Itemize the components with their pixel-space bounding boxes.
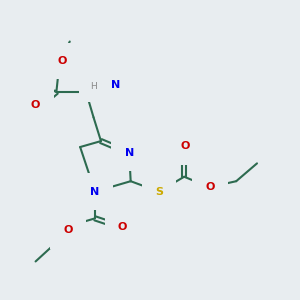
Text: O: O [58, 56, 67, 66]
Text: H: H [90, 82, 97, 91]
Text: O: O [181, 141, 190, 152]
Text: O: O [118, 222, 127, 232]
Text: O: O [64, 225, 73, 235]
Text: O: O [31, 100, 40, 110]
Text: O: O [206, 182, 215, 192]
Text: N: N [124, 148, 134, 158]
Text: S: S [155, 187, 163, 196]
Text: N: N [111, 80, 120, 90]
Text: N: N [90, 187, 100, 196]
